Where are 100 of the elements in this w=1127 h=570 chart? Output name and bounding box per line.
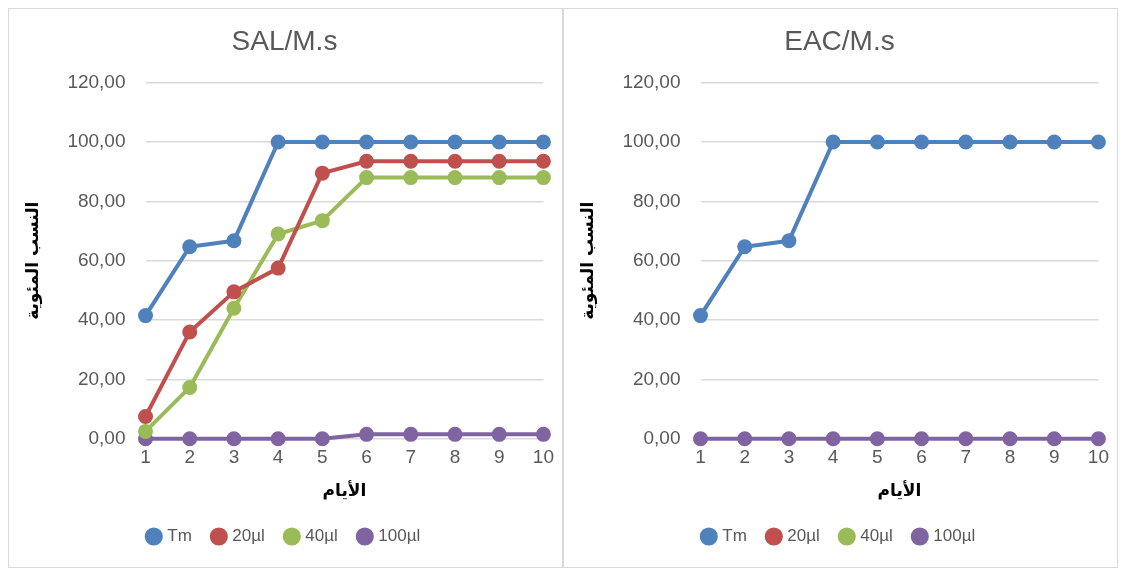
y-axis-title: النسب المئوية	[576, 201, 598, 320]
point	[403, 153, 419, 169]
point	[1046, 134, 1062, 150]
legend-label: 100µl	[933, 526, 976, 546]
point	[1002, 431, 1018, 447]
point	[914, 431, 930, 447]
point	[1002, 134, 1018, 150]
y-tick-label: 40,00	[632, 308, 681, 330]
point	[1090, 431, 1106, 447]
point	[491, 134, 507, 150]
point	[182, 324, 198, 340]
point	[447, 426, 463, 442]
point	[1046, 431, 1062, 447]
legend-label: Tm	[722, 526, 747, 546]
point	[1090, 134, 1106, 150]
x-tick-label: 9	[493, 446, 505, 468]
x-tick-label: 5	[872, 446, 883, 468]
x-axis-title: الأيام	[877, 480, 922, 501]
point	[403, 426, 419, 442]
point	[359, 153, 375, 169]
point	[226, 233, 242, 249]
chart-title: SAL/M.s	[231, 24, 338, 56]
point	[270, 431, 286, 447]
point	[182, 239, 198, 255]
legend-label: 40µl	[305, 526, 338, 546]
x-tick-label: 2	[739, 446, 751, 468]
x-tick-label: 1	[140, 446, 151, 468]
y-tick-label: 0,00	[88, 427, 126, 449]
x-tick-label: 6	[916, 446, 927, 468]
x-tick-label: 4	[272, 446, 284, 468]
y-tick-label: 20,00	[77, 367, 126, 389]
point	[737, 431, 753, 447]
x-tick-label: 3	[228, 446, 240, 468]
x-tick-label: 10	[532, 446, 554, 468]
point	[535, 134, 551, 150]
y-tick-label: 40,00	[77, 308, 126, 330]
x-tick-label: 2	[184, 446, 196, 468]
x-tick-label: 7	[405, 446, 417, 468]
point	[270, 134, 286, 150]
x-tick-label: 6	[361, 446, 372, 468]
point	[138, 423, 154, 439]
y-tick-label: 100,00	[67, 130, 126, 152]
point	[958, 431, 974, 447]
x-tick-label: 3	[783, 446, 795, 468]
point	[825, 134, 841, 150]
y-axis-title: النسب المئوية	[21, 201, 43, 320]
point	[403, 170, 419, 186]
x-tick-label: 8	[449, 446, 461, 468]
point	[359, 170, 375, 186]
point	[781, 431, 797, 447]
y-tick-label: 20,00	[632, 367, 681, 389]
point	[869, 431, 885, 447]
point	[182, 379, 198, 395]
point	[447, 153, 463, 169]
y-tick-label: 60,00	[632, 248, 681, 270]
point	[535, 426, 551, 442]
point	[825, 431, 841, 447]
point	[226, 431, 242, 447]
legend-label: 20µl	[787, 526, 820, 546]
x-tick-label: 7	[960, 446, 972, 468]
point	[869, 134, 885, 150]
point	[270, 260, 286, 276]
x-tick-label: 5	[317, 446, 328, 468]
y-tick-label: 0,00	[643, 427, 681, 449]
y-tick-label: 120,00	[622, 70, 681, 92]
point	[535, 170, 551, 186]
x-tick-label: 1	[695, 446, 706, 468]
point	[226, 284, 242, 300]
legend-label: 40µl	[860, 526, 893, 546]
point	[914, 134, 930, 150]
point	[447, 170, 463, 186]
point	[693, 431, 709, 447]
x-tick-label: 9	[1048, 446, 1060, 468]
point	[958, 134, 974, 150]
legend-label: Tm	[167, 526, 192, 546]
x-tick-label: 10	[1087, 446, 1109, 468]
point	[491, 153, 507, 169]
x-tick-label: 8	[1004, 446, 1016, 468]
x-axis-title: الأيام	[322, 480, 367, 501]
point	[447, 134, 463, 150]
point	[314, 134, 330, 150]
point	[314, 213, 330, 229]
point	[138, 308, 154, 324]
point	[693, 308, 709, 324]
point	[314, 165, 330, 181]
x-tick-label: 4	[827, 446, 839, 468]
legend-label: 100µl	[378, 526, 421, 546]
point	[491, 426, 507, 442]
point	[270, 226, 286, 242]
point	[737, 239, 753, 255]
point	[403, 134, 419, 150]
y-tick-label: 60,00	[77, 248, 126, 270]
point	[314, 431, 330, 447]
y-tick-label: 100,00	[622, 130, 681, 152]
point	[182, 431, 198, 447]
point	[359, 426, 375, 442]
y-tick-label: 120,00	[67, 70, 126, 92]
chart-title: EAC/M.s	[784, 24, 895, 56]
point	[138, 409, 154, 425]
point	[535, 153, 551, 169]
